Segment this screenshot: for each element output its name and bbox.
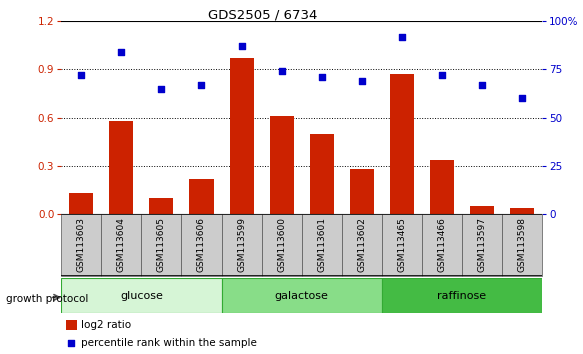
Point [66,340,76,346]
Bar [109,121,134,214]
Bar [430,160,454,214]
FancyBboxPatch shape [502,214,542,276]
Bar [69,193,93,214]
Text: raffinose: raffinose [437,291,487,301]
Bar [149,198,173,214]
Point [157,86,166,92]
Text: GSM113601: GSM113601 [317,217,326,272]
Point [76,73,86,78]
FancyBboxPatch shape [462,214,502,276]
Text: GDS2505 / 6734: GDS2505 / 6734 [208,9,317,22]
Text: log2 ratio: log2 ratio [82,320,132,330]
FancyBboxPatch shape [422,214,462,276]
FancyBboxPatch shape [382,214,422,276]
Point [237,44,246,49]
Text: GSM113466: GSM113466 [437,217,447,272]
Point [277,69,286,74]
Bar [189,179,213,214]
Point [437,73,447,78]
Point [357,78,367,84]
Point [397,34,406,40]
FancyBboxPatch shape [222,214,262,276]
Text: GSM113602: GSM113602 [357,217,366,272]
Bar [269,116,294,214]
FancyBboxPatch shape [302,214,342,276]
Text: percentile rank within the sample: percentile rank within the sample [82,338,257,348]
Point [477,82,487,88]
Text: GSM113600: GSM113600 [277,217,286,272]
Bar [390,74,414,214]
Text: GSM113597: GSM113597 [477,217,487,272]
FancyBboxPatch shape [342,214,382,276]
Point [317,74,326,80]
Bar [230,58,254,214]
Bar [470,206,494,214]
FancyBboxPatch shape [101,214,141,276]
Text: galactose: galactose [275,291,329,301]
FancyBboxPatch shape [262,214,302,276]
Bar [510,208,534,214]
Point [518,96,527,101]
Bar [310,134,333,214]
Point [117,49,126,55]
Text: GSM113603: GSM113603 [77,217,86,272]
Text: GSM113598: GSM113598 [518,217,526,272]
Text: GSM113599: GSM113599 [237,217,246,272]
FancyBboxPatch shape [382,278,542,313]
Bar [66,320,76,330]
Text: GSM113604: GSM113604 [117,217,126,272]
FancyBboxPatch shape [61,214,101,276]
Bar [350,169,374,214]
FancyBboxPatch shape [222,278,382,313]
Text: GSM113465: GSM113465 [398,217,406,272]
Point [197,82,206,88]
Text: GSM113606: GSM113606 [197,217,206,272]
FancyBboxPatch shape [141,214,181,276]
Text: GSM113605: GSM113605 [157,217,166,272]
Text: growth protocol: growth protocol [6,294,88,304]
FancyBboxPatch shape [181,214,222,276]
Text: glucose: glucose [120,291,163,301]
FancyBboxPatch shape [61,278,222,313]
